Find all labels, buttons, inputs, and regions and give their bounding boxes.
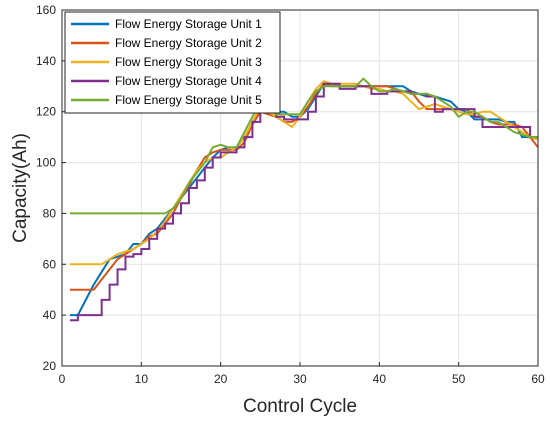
y-tick-label: 100 (36, 156, 56, 170)
y-tick-label: 120 (36, 105, 56, 119)
legend-label-unit-5: Flow Energy Storage Unit 5 (115, 93, 262, 107)
legend-label-unit-4: Flow Energy Storage Unit 4 (115, 74, 262, 88)
y-tick-label: 20 (43, 359, 57, 373)
legend-label-unit-3: Flow Energy Storage Unit 3 (115, 55, 262, 69)
y-axis-label: Capacity(Ah) (10, 133, 31, 243)
legend: Flow Energy Storage Unit 1 Flow Energy St… (64, 11, 281, 114)
x-axis-label: Control Cycle (243, 396, 357, 417)
y-tick-label: 160 (36, 3, 56, 17)
x-tick-label: 30 (293, 372, 307, 386)
y-tick-label: 40 (43, 308, 57, 322)
x-tick-label: 0 (59, 372, 66, 386)
y-tick-label: 80 (43, 206, 57, 220)
legend-label-unit-2: Flow Energy Storage Unit 2 (115, 36, 262, 50)
axis-ticks: 0 10 20 30 40 50 60 20 40 60 80 100 120 140 160 (36, 3, 545, 386)
y-tick-label: 60 (43, 257, 57, 271)
x-tick-label: 10 (135, 372, 149, 386)
x-tick-label: 20 (214, 372, 228, 386)
series-line-unit-5 (69, 77, 538, 215)
x-tick-label: 40 (373, 372, 387, 386)
x-tick-label: 60 (531, 372, 545, 386)
y-tick-label: 140 (36, 54, 56, 68)
x-tick-label: 50 (452, 372, 466, 386)
legend-label-unit-1: Flow Energy Storage Unit 1 (115, 17, 262, 31)
